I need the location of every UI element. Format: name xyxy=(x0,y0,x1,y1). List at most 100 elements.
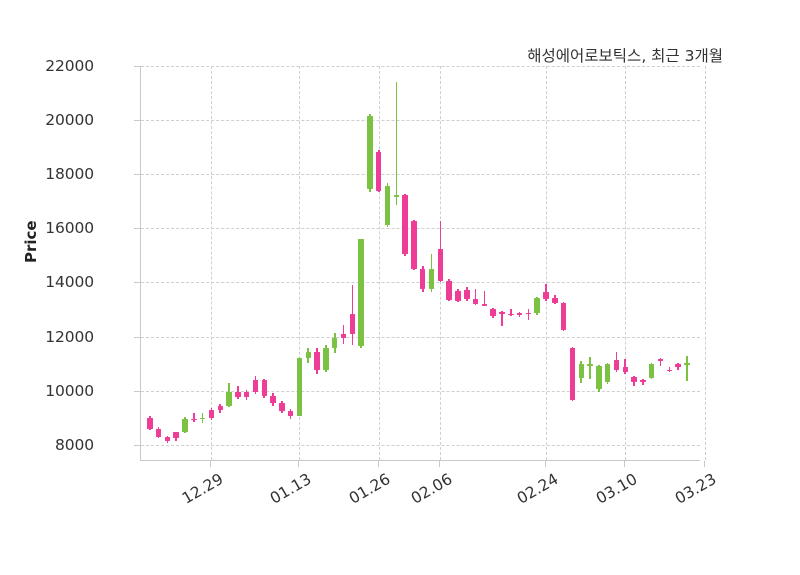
candle-body xyxy=(420,268,426,290)
candle-body xyxy=(481,303,488,306)
candle-body xyxy=(552,298,558,303)
candle-body xyxy=(411,221,417,269)
candle-body xyxy=(296,358,303,417)
y-axis-label: Price xyxy=(22,220,40,263)
plot-area xyxy=(140,66,706,461)
chart-title: 해성에어로보틱스, 최근 3개월 xyxy=(527,47,723,65)
candle-body xyxy=(323,348,329,371)
candle-body xyxy=(516,312,523,316)
y-tick-label: 22000 xyxy=(45,57,94,75)
gridline-horizontal xyxy=(141,228,700,230)
candle-body xyxy=(578,363,584,378)
gridline-horizontal xyxy=(141,174,700,176)
gridline-vertical xyxy=(211,66,213,460)
candle-body xyxy=(349,313,356,335)
candle-body xyxy=(657,359,664,362)
candle-body xyxy=(402,194,408,255)
candle-body xyxy=(569,348,576,401)
candle-body xyxy=(376,152,382,191)
y-tick-mark xyxy=(134,336,140,338)
candle-body xyxy=(305,351,312,359)
y-tick-label: 14000 xyxy=(45,273,94,292)
candle-body xyxy=(226,391,232,406)
gridline-horizontal xyxy=(141,390,700,392)
x-tick-label-text: 01.13 xyxy=(267,470,315,508)
candle-body xyxy=(243,392,250,397)
y-tick-mark xyxy=(134,228,140,230)
candle-body xyxy=(191,418,197,421)
candle-body xyxy=(437,248,444,281)
candle-body xyxy=(499,312,505,315)
candle-wick xyxy=(193,412,195,423)
candle-wick xyxy=(527,309,530,321)
gridline-vertical xyxy=(299,66,301,460)
y-tick-label: 18000 xyxy=(45,165,94,184)
gridline-horizontal xyxy=(141,120,700,122)
candle-body xyxy=(622,367,628,373)
candle-body xyxy=(182,419,188,432)
candle-body xyxy=(147,418,153,429)
candle-wick xyxy=(395,81,398,206)
candle-series xyxy=(141,66,700,460)
gridline-horizontal xyxy=(141,336,700,338)
x-tick-label-text: 02.06 xyxy=(407,470,456,508)
y-tick-mark xyxy=(134,120,140,122)
y-tick-label: 10000 xyxy=(45,381,94,400)
gridline-vertical xyxy=(378,66,380,460)
y-tick-label: 16000 xyxy=(45,219,94,238)
candle-body xyxy=(340,334,347,339)
candle-body xyxy=(631,377,637,382)
x-tick-label-text: 03.23 xyxy=(672,470,720,508)
candle-body xyxy=(199,417,206,420)
candle-body xyxy=(270,396,276,404)
candle-body xyxy=(604,364,611,382)
candle-wick xyxy=(589,356,591,379)
candle-body xyxy=(596,366,602,390)
candle-wick xyxy=(686,356,688,382)
x-tick-mark xyxy=(298,461,300,467)
candle-body xyxy=(208,409,215,418)
y-tick-mark xyxy=(134,174,140,176)
candle-body xyxy=(393,195,400,197)
x-tick-mark xyxy=(545,461,547,467)
y-tick-label: 12000 xyxy=(45,327,94,346)
candle-wick xyxy=(642,379,644,385)
candle-body xyxy=(543,292,549,299)
candle-body xyxy=(164,436,171,441)
candle-wick xyxy=(474,288,477,306)
candle-body xyxy=(287,411,294,417)
x-tick-label-text: 03.10 xyxy=(592,470,641,508)
gridline-horizontal xyxy=(141,444,700,446)
x-tick-label-text: 02.24 xyxy=(513,470,562,508)
x-tick-mark xyxy=(439,461,441,467)
candle-body xyxy=(472,299,479,305)
candle-body xyxy=(155,428,162,437)
candle-body xyxy=(235,391,241,397)
candle-body xyxy=(261,380,267,397)
x-tick-mark xyxy=(210,461,212,467)
candle-wick xyxy=(483,290,486,307)
x-tick-mark xyxy=(703,461,705,467)
candle-body xyxy=(640,380,646,382)
candle-body xyxy=(455,291,461,301)
gridline-vertical xyxy=(625,66,627,460)
candle-body xyxy=(173,431,179,438)
y-tick-label: 20000 xyxy=(45,111,94,130)
candle-body xyxy=(587,363,593,367)
candle-body xyxy=(675,364,681,368)
candle-body xyxy=(560,303,567,330)
y-tick-mark xyxy=(134,444,140,446)
candle-body xyxy=(252,380,259,393)
candle-body xyxy=(613,360,620,371)
y-tick-mark xyxy=(134,282,140,284)
candle-body xyxy=(508,313,514,316)
candle-body xyxy=(525,312,532,315)
x-tick-mark xyxy=(624,461,626,467)
candle-body xyxy=(534,297,540,314)
candle-body xyxy=(428,269,435,289)
candle-wick xyxy=(659,358,662,367)
candle-body xyxy=(331,338,338,349)
candle-body xyxy=(464,290,470,300)
gridline-horizontal xyxy=(141,66,700,67)
